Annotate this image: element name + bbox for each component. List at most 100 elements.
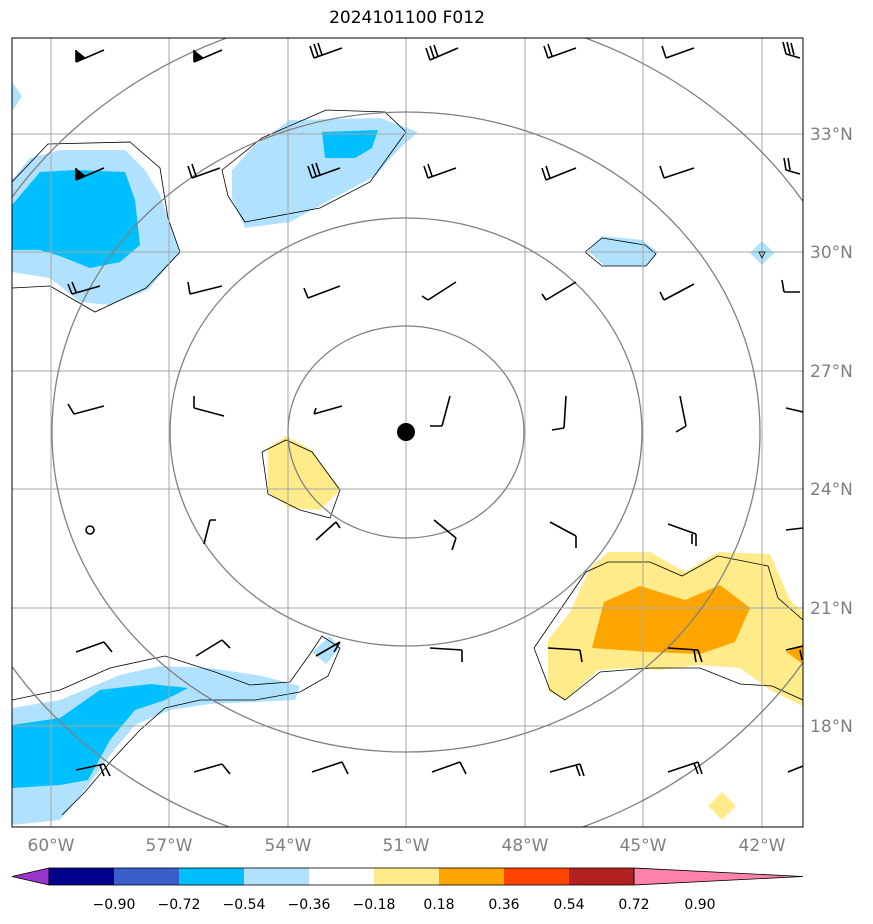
wind-barb <box>193 763 231 775</box>
wind-barb <box>541 165 577 181</box>
positive-dark-area <box>592 585 750 654</box>
colorbar-segment <box>504 868 569 885</box>
wind-barb <box>303 285 341 299</box>
wind-barb <box>315 641 341 657</box>
colorbar-label: −0.54 <box>223 897 266 913</box>
lon-label-54w: 54°W <box>265 836 312 856</box>
wind-barb <box>785 645 803 661</box>
lon-label-42w: 42°W <box>739 836 786 856</box>
wind-barb <box>425 44 459 61</box>
colorbar-label: −0.90 <box>93 897 136 913</box>
wind-pennants <box>76 50 204 180</box>
wind-barb <box>431 761 467 775</box>
colorbar-segment <box>309 868 374 885</box>
wind-barb <box>675 395 687 433</box>
wind-barb <box>785 527 803 531</box>
wind-barb <box>787 765 803 773</box>
wind-pennant <box>194 50 204 62</box>
map-frame <box>11 37 804 828</box>
negative-dark-area-2 <box>322 130 378 158</box>
positive-diamond-area <box>708 792 736 820</box>
contour-line <box>261 439 341 519</box>
tiny-barb <box>758 251 766 259</box>
lon-label-45w: 45°W <box>620 836 667 856</box>
wind-barb <box>541 281 577 301</box>
wind-barb <box>547 647 583 663</box>
wind-barb <box>429 647 463 662</box>
wind-pennant <box>76 50 86 62</box>
wind-barb <box>67 281 101 295</box>
contour-line <box>221 109 407 223</box>
storm-center-marker <box>397 423 415 441</box>
wind-barb <box>309 42 343 59</box>
contour-line <box>584 237 657 267</box>
negative-dark-band <box>12 684 188 788</box>
wind-barb <box>783 157 801 175</box>
positive-edge-area <box>786 645 803 664</box>
wind-barb <box>430 395 451 427</box>
colorbar-segment <box>244 868 309 885</box>
colorbar-label: −0.72 <box>158 897 201 913</box>
wind-barb <box>782 41 801 59</box>
colorbar-label: −0.36 <box>288 897 331 913</box>
range-rings <box>12 38 803 827</box>
lon-label-51w: 51°W <box>383 836 430 856</box>
lat-labels: 33°N 30°N 27°N 24°N 21°N 18°N <box>810 125 853 737</box>
wind-barb <box>659 283 695 301</box>
wind-barb <box>187 163 221 179</box>
lat-label-27: 27°N <box>810 362 853 382</box>
shaded-field-layer <box>12 82 803 825</box>
lat-label-33: 33°N <box>810 125 853 145</box>
wind-barb <box>195 639 231 657</box>
contour-line <box>12 141 181 313</box>
colorbar-label: 0.90 <box>684 897 715 913</box>
wind-barb <box>75 763 111 777</box>
colorbar <box>11 867 804 886</box>
wind-barb <box>193 396 225 417</box>
colorbar-segment <box>49 868 114 885</box>
map-area <box>12 38 803 827</box>
wind-barb <box>421 281 457 301</box>
lon-label-57w: 57°W <box>146 836 193 856</box>
plot-title: 2024101100 F012 <box>329 8 485 28</box>
negative-edge-area <box>12 82 22 112</box>
colorbar-extend-high <box>633 867 804 886</box>
colorbar-border <box>48 867 635 886</box>
colorbar-label: 0.18 <box>423 897 454 913</box>
wind-barb <box>659 165 695 179</box>
wind-barb <box>551 395 567 431</box>
lat-label-30: 30°N <box>810 243 853 263</box>
lat-label-18: 18°N <box>810 717 853 737</box>
colorbar-labels: −0.90 −0.72 −0.54 −0.36 −0.18 0.18 0.36 … <box>93 897 716 913</box>
range-ring-inner <box>287 325 525 539</box>
negative-light-area-3 <box>588 236 658 266</box>
lat-label-24: 24°N <box>810 480 853 500</box>
lon-label-60w: 60°W <box>28 836 75 856</box>
colorbar-label: −0.18 <box>353 897 396 913</box>
lon-label-48w: 48°W <box>502 836 549 856</box>
contour-line <box>12 635 341 816</box>
colorbar-label: 0.36 <box>488 897 519 913</box>
lon-labels: 60°W 57°W 54°W 51°W 48°W 45°W 42°W <box>28 836 786 856</box>
colorbar-segment <box>114 868 179 885</box>
colorbar-label: 0.54 <box>553 897 584 913</box>
range-ring-3 <box>51 111 761 753</box>
graticule <box>12 38 803 827</box>
wind-barb <box>307 162 341 179</box>
wind-pennant <box>76 168 86 180</box>
colorbar-segment <box>439 868 504 885</box>
wind-barb <box>67 403 105 415</box>
negative-dark-area <box>12 170 140 268</box>
wind-barb <box>781 279 800 293</box>
wind-barb <box>187 281 223 295</box>
wind-barb <box>667 523 697 546</box>
wind-barb <box>315 521 341 541</box>
calm-wind-circle <box>85 525 95 535</box>
contour-line <box>533 647 803 701</box>
wind-barb <box>433 519 457 551</box>
wind-barb <box>423 163 457 179</box>
wind-barb <box>785 407 803 413</box>
wind-barb <box>543 43 577 59</box>
contour-line <box>533 555 803 649</box>
